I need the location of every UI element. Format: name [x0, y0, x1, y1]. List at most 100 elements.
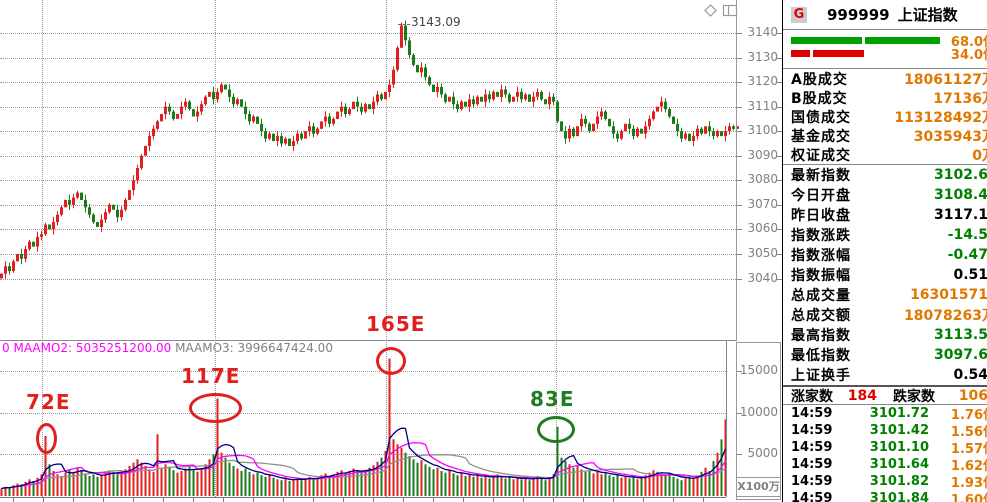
y-axis-label: 3130 [747, 49, 778, 64]
gauge-segment [791, 50, 810, 57]
decliners-count: 106 [958, 387, 987, 404]
gridline [777, 155, 782, 157]
stat-label: B股成交 [791, 90, 848, 107]
volume-axis-label: 10000 [739, 404, 778, 419]
diamond-icon[interactable] [703, 3, 718, 18]
index-stat-row: 上证换手 0.54 [783, 365, 987, 385]
candlestick-plot[interactable] [0, 0, 740, 340]
tick-price: 3101.64 [869, 457, 929, 472]
index-stat-row: 指数振幅 0.51 [783, 265, 987, 285]
decliners-label: 跌家数 [893, 388, 935, 405]
gridline [737, 412, 742, 414]
gridline [493, 497, 494, 502]
tick-row: 14:59 3101.42 1.56亿 [783, 422, 987, 440]
y-axis-label: 3050 [747, 245, 778, 260]
stat-value: 3102.6 [933, 167, 987, 183]
stat-value: 3117.1 [933, 207, 987, 223]
market-volume-row: 基金成交 3035943万 [783, 126, 987, 145]
sell-gauge-row: 34.0亿 [783, 47, 987, 63]
maamo-prefix: 0 [2, 341, 10, 355]
gridline [737, 106, 742, 108]
gridline [523, 497, 524, 502]
volume-annotation-label: 117E [181, 364, 241, 388]
gridline [386, 0, 387, 497]
y-axis-label: 3090 [747, 147, 778, 162]
buy-sell-gauges: 68.0亿 34.0亿 [783, 30, 987, 69]
gridline [613, 497, 614, 502]
tick-list[interactable]: 14:59 3101.72 1.76亿 14:59 3101.42 1.56亿 14:59 3… [783, 405, 987, 502]
gridline [673, 497, 674, 502]
gauge-segment [865, 37, 940, 44]
stat-value: 0.51 [953, 267, 987, 283]
volume-axis-label: 15000 [739, 363, 778, 377]
y-axis-label: 3080 [747, 172, 778, 187]
peak-price-label: 3143.09 [411, 15, 461, 29]
tick-amount: 1.62亿 [950, 459, 987, 474]
gridline [13, 497, 14, 502]
gridline [163, 497, 164, 502]
stat-label: 上证换手 [791, 368, 851, 384]
volume-annotation-circle [376, 347, 406, 375]
gridline [223, 497, 224, 502]
panel-separator [0, 340, 737, 341]
gridline [737, 180, 742, 182]
gridline [737, 33, 742, 34]
advance-decline-row: 涨家数 184 跌家数 106 [783, 387, 987, 405]
index-stat-row: 最低指数 3097.6 [783, 345, 987, 365]
gridline [403, 497, 404, 502]
volume-annotation-circle [537, 416, 575, 443]
stat-value: -14.5 [947, 227, 987, 243]
advancers-label: 涨家数 [791, 388, 833, 405]
stat-label: 总成交额 [791, 308, 851, 324]
price-axis-frame [736, 0, 737, 340]
quote-header: G 999999 上证指数 [783, 0, 987, 30]
gridline [0, 82, 736, 84]
volume-axis-label: 5000 [747, 446, 778, 461]
gridline [737, 204, 742, 206]
gridline [737, 131, 742, 133]
gridline [737, 454, 742, 456]
gridline [0, 155, 736, 157]
stat-value: 3113.5 [933, 327, 987, 343]
tick-time: 14:59 [791, 457, 833, 472]
market-volume-row: A股成交 18061127万 [783, 69, 987, 88]
index-stat-row: 最新指数 3102.6 [783, 165, 987, 185]
gridline [737, 82, 742, 84]
tick-price: 3101.84 [869, 491, 929, 502]
gridline [103, 497, 104, 502]
stat-value: 3097.6 [933, 347, 987, 363]
stat-label: A股成交 [791, 71, 848, 88]
gridline [0, 412, 726, 414]
tick-amount: 1.76亿 [950, 408, 987, 423]
buy-gauge-row: 68.0亿 [783, 34, 987, 50]
tick-time: 14:59 [791, 423, 833, 438]
volume-annotation-label: 83E [530, 387, 575, 411]
sell-gauge-value: 34.0亿 [950, 48, 987, 63]
split-window-icon[interactable] [722, 3, 738, 18]
stat-label: 总成交量 [791, 288, 851, 304]
gridline [0, 253, 736, 255]
gridline [73, 497, 74, 502]
stat-value: 0.54 [953, 367, 987, 383]
gridline [777, 229, 782, 231]
gridline [0, 57, 736, 59]
gridline [777, 180, 782, 182]
gridline [737, 278, 742, 280]
stat-value: 17136万 [933, 90, 987, 107]
tick-amount: 1.60亿 [950, 493, 987, 502]
chart-area[interactable]: 3140 3130 3120 3110 3100 3090 3080 3070 3060 3050… [0, 0, 782, 502]
tick-time: 14:59 [791, 474, 833, 489]
volume-plot-frame [726, 341, 727, 497]
stat-label: 昨日收盘 [791, 208, 851, 224]
gridline [737, 229, 742, 231]
index-stat-row: 总成交额 18078263万 [783, 305, 987, 325]
tick-time: 14:59 [791, 406, 833, 421]
gridline [737, 253, 742, 255]
stat-label: 国债成交 [791, 109, 851, 126]
stat-value: 16301571 [910, 287, 987, 303]
gridline [215, 0, 216, 497]
stat-label: 基金成交 [791, 128, 851, 145]
x-axis-baseline [0, 497, 726, 498]
volume-plot[interactable] [0, 341, 730, 502]
